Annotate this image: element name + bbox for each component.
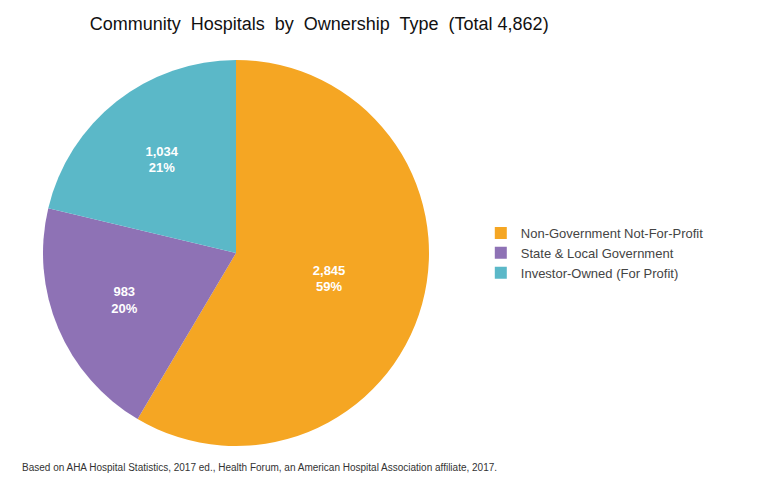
svg-text:98320%: 98320% <box>111 284 137 316</box>
svg-text:Non-Government Not-For-Profit: Non-Government Not-For-Profit <box>521 226 703 241</box>
svg-text:State & Local Government: State & Local Government <box>521 246 674 261</box>
svg-text:1,03421%: 1,03421% <box>146 144 179 176</box>
svg-text:2,84559%: 2,84559% <box>313 263 346 295</box>
svg-text:Based on AHA Hospital Statisti: Based on AHA Hospital Statistics, 2017 e… <box>22 462 497 473</box>
svg-text:Investor-Owned (For Profit): Investor-Owned (For Profit) <box>521 266 679 281</box>
svg-text:Community Hospitals by Owne: Community Hospitals by Ownership Type (T… <box>90 14 549 34</box>
